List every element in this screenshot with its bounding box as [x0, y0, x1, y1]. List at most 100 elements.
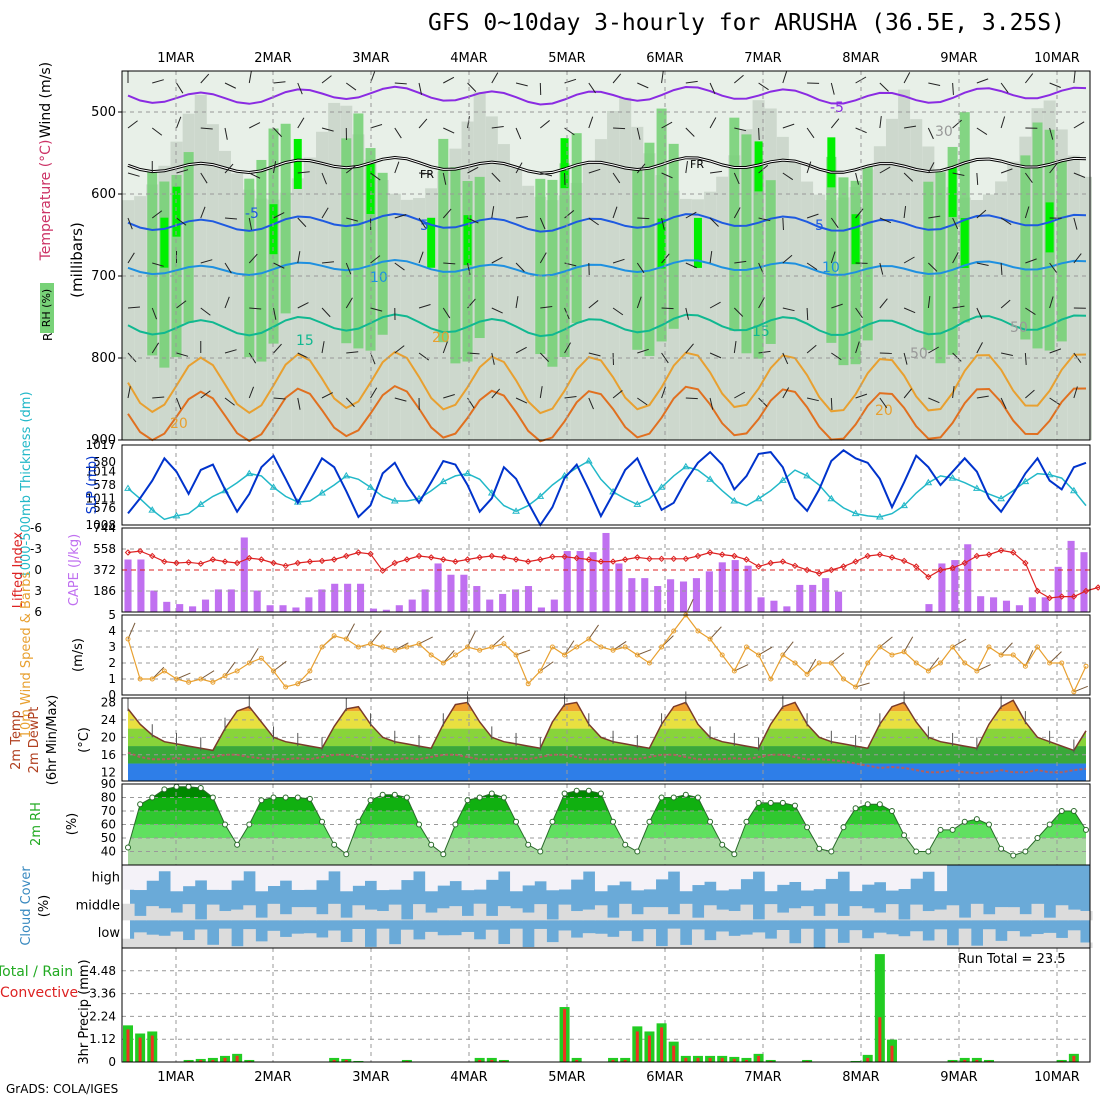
wind-barb	[540, 172, 553, 177]
wind-barb-10m	[248, 648, 259, 664]
wind-barb	[613, 127, 626, 130]
temp-axis-label-part: (6hr Min/Max)	[45, 695, 60, 785]
wind-barb	[1000, 299, 1011, 309]
thickness-marker	[124, 484, 132, 491]
rh-marker	[525, 841, 532, 848]
temp-band	[128, 763, 1086, 781]
wind-barb	[224, 217, 238, 220]
contour-label: FR	[420, 168, 434, 181]
rh-marker	[985, 821, 992, 828]
lifted-index-marker	[427, 554, 435, 561]
wind-barb	[879, 397, 888, 409]
rh-column	[316, 131, 329, 440]
credit-label: GrADS: COLA/IGES	[6, 1082, 119, 1096]
wind-barb	[127, 352, 137, 363]
wind-barb	[273, 81, 286, 84]
cloud-high-cell	[776, 865, 790, 885]
wind-barb	[370, 387, 378, 399]
temp-axis-label-part: 2m Temp	[9, 710, 24, 770]
cloud-mid-cell	[328, 903, 341, 921]
wind-barb	[176, 82, 184, 94]
wind-barb	[176, 352, 189, 357]
wind-barb	[830, 397, 833, 411]
cape-bar	[395, 605, 403, 612]
cloud-high-cell	[788, 865, 802, 882]
wind-barb	[442, 172, 447, 185]
wind-speed-marker	[416, 641, 422, 647]
thickness-tick-label: 576	[93, 501, 116, 515]
cloud-mid-cell	[437, 908, 450, 921]
lifted-index-marker	[452, 558, 459, 565]
rh-marker	[840, 824, 847, 831]
wind-speed-marker	[198, 676, 204, 682]
rh-saturated-patch	[172, 186, 181, 237]
cloud-mid-cell	[558, 904, 572, 921]
wind-barb-10m	[127, 622, 136, 640]
cloud-units-label: (%)	[37, 895, 52, 918]
cape-tick-label: 186	[93, 584, 116, 598]
rh-marker	[209, 794, 216, 801]
cloud-low-cell	[667, 928, 681, 948]
rh-column	[607, 110, 620, 441]
precip-convective-legend: Convective	[0, 985, 78, 1001]
rh-column	[231, 173, 244, 440]
rh-column	[1007, 161, 1020, 440]
wind-speed-marker	[525, 681, 531, 687]
cloud-axis-label: Cloud Cover	[19, 866, 34, 946]
wind-speed-marker	[392, 647, 398, 653]
lifted-index-marker	[476, 554, 483, 561]
wind-barb	[734, 391, 746, 399]
cloud-low-cell	[485, 929, 499, 948]
rh-marker	[779, 799, 786, 806]
rh-moist-column	[959, 112, 970, 323]
cloud-high-cell	[534, 865, 547, 882]
wind-barb	[637, 348, 649, 354]
cloud-mid-cell	[546, 919, 560, 921]
thickness-marker	[269, 483, 278, 490]
cloud-low-cell	[134, 932, 147, 948]
wind-barb	[297, 171, 310, 174]
rh-marker	[888, 808, 895, 814]
wind-speed-marker	[501, 641, 507, 647]
cloud-low-cell	[631, 941, 644, 948]
lifted-index-marker	[634, 554, 641, 561]
cloud-low-cell	[534, 928, 547, 948]
rh-moist-column	[547, 179, 558, 367]
rh2m-axis-label: 2m RH	[29, 802, 44, 846]
lifted-index-marker	[403, 556, 411, 563]
cloud-mid-cell	[206, 904, 220, 921]
wind-barb	[151, 342, 160, 354]
x-tick-label-top: 5MAR	[548, 51, 585, 66]
wind-barb	[346, 217, 358, 222]
rh-marker	[173, 783, 180, 790]
wind-speed-marker	[246, 660, 252, 666]
thickness-marker	[1069, 486, 1078, 494]
rh-marker	[306, 795, 313, 802]
wind-speed-marker	[962, 660, 968, 666]
rh-marker	[391, 791, 398, 798]
wind-barb	[515, 397, 528, 404]
cape-bar	[473, 586, 481, 612]
x-tick-label-bottom: 5MAR	[548, 1070, 585, 1085]
wind-barb-10m	[612, 640, 627, 651]
thickness-marker	[803, 471, 811, 479]
rh-marker	[925, 848, 932, 855]
rh-moist-column	[256, 159, 267, 362]
precip-convective-bar	[684, 1057, 688, 1062]
cloud-mid-cell	[134, 915, 147, 921]
wind-speed-marker	[149, 676, 155, 682]
wind-barb	[588, 352, 601, 357]
x-tick-label-bottom: 1MAR	[157, 1070, 194, 1085]
rh-moist-column	[438, 138, 449, 343]
contour-15	[127, 313, 1087, 338]
cloud-mid-cell	[364, 909, 378, 921]
temp-tick-label: 20	[101, 730, 116, 744]
lifted-index-marker	[682, 555, 690, 563]
cloud-mid-cell	[425, 912, 438, 921]
cape-bar	[641, 578, 649, 612]
wind-barb	[928, 262, 938, 272]
wind-barb-10m	[976, 664, 991, 672]
cloud-high-cell	[158, 865, 171, 872]
rh-column	[1067, 155, 1080, 440]
